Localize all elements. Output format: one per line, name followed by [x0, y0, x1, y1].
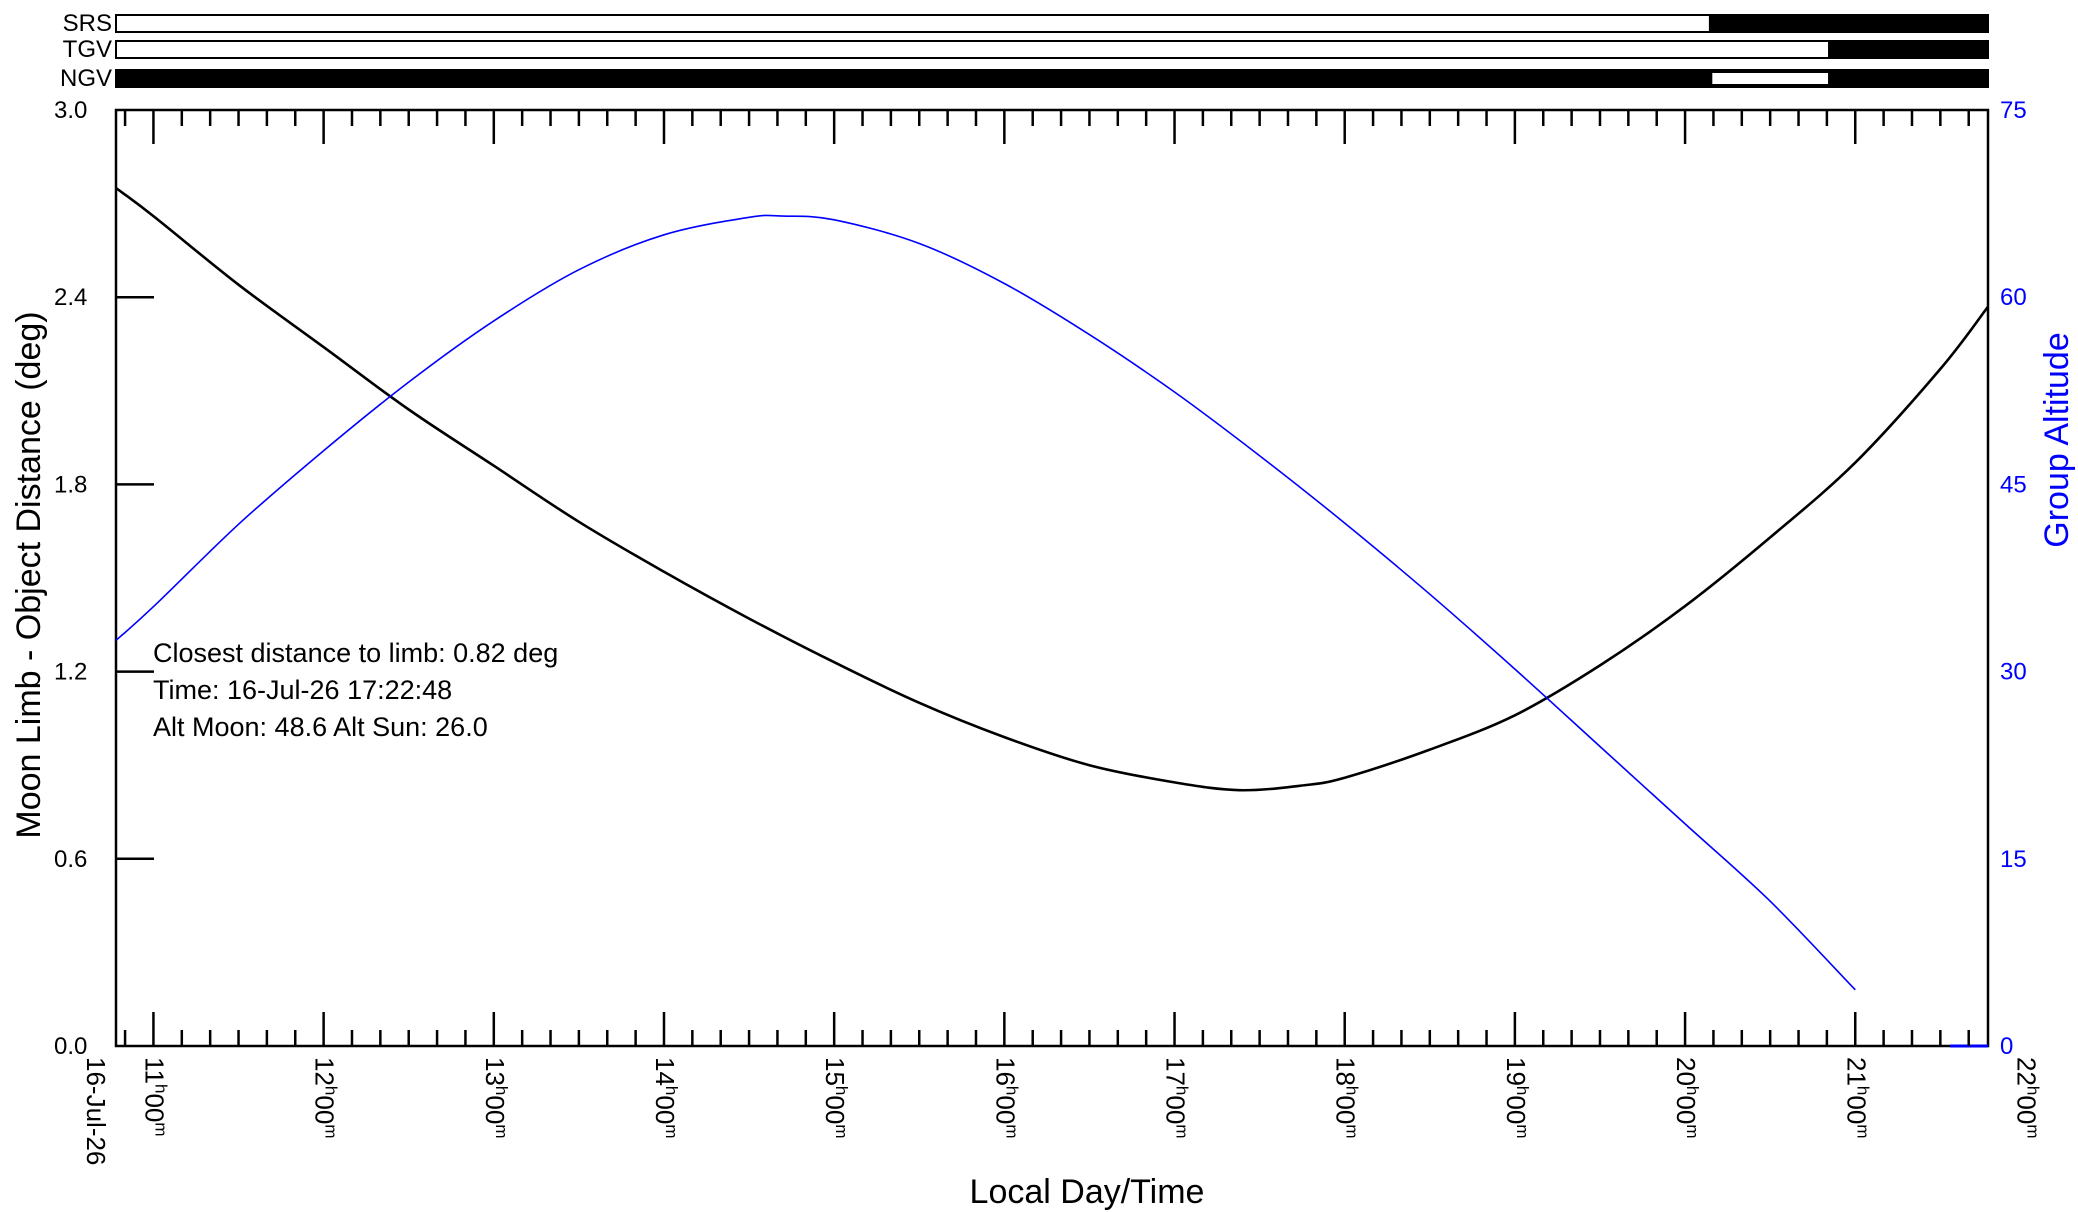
- y-axis-left-title: Moon Limb - Object Distance (deg): [10, 311, 48, 838]
- x-tick-label: 18h00m: [1331, 1057, 1362, 1138]
- left-tick-label: 1.8: [54, 471, 87, 498]
- band-base: [115, 69, 1989, 88]
- band-label: TGV: [63, 36, 112, 63]
- band-label: NGV: [60, 65, 112, 92]
- x-tick-label: 14h00m: [650, 1057, 681, 1138]
- band-tgv: TGV: [63, 36, 1989, 63]
- x-axis: 11h00m 12h00m 13h00m 14h00m 15h00m 16h00m 17h0…: [123, 110, 2042, 1138]
- left-tick-label: 0.0: [54, 1033, 87, 1060]
- x-tick-label: 17h00m: [1161, 1057, 1192, 1138]
- x-tick-label: 11h00m: [139, 1057, 170, 1137]
- date-label: 16-Jul-26: [81, 1057, 111, 1165]
- left-tick-label: 0.6: [54, 846, 87, 873]
- right-axis: 0 15 30 45 60 75: [1950, 97, 2027, 1060]
- x-tick-label: 20h00m: [1671, 1057, 1702, 1138]
- band-ngv: NGV: [60, 65, 1989, 92]
- plot-border: [114, 108, 1990, 1048]
- plot-frame: [114, 108, 1990, 1048]
- right-tick-label: 60: [2000, 284, 2027, 311]
- band-unobservable: [1828, 41, 1988, 58]
- right-tick-label: 75: [2000, 97, 2027, 124]
- x-tick-label: 19h00m: [1501, 1057, 1532, 1138]
- x-tick-label: 22h00m: [2011, 1057, 2042, 1138]
- moon-limb-distance-line: [115, 186, 1990, 792]
- annotation-line: Closest distance to limb: 0.82 deg: [153, 638, 558, 668]
- annotation-box: Closest distance to limb: 0.82 deg Time: …: [153, 638, 558, 742]
- group-altitude-line: [115, 214, 1856, 991]
- right-tick-label: 15: [2000, 846, 2027, 873]
- series-group: [115, 186, 1990, 991]
- x-tick-label: 16h00m: [990, 1057, 1021, 1138]
- band-label: SRS: [63, 10, 112, 37]
- annotation-line: Alt Moon: 48.6 Alt Sun: 26.0: [153, 712, 488, 742]
- right-tick-label: 30: [2000, 659, 2027, 686]
- x-tick-label: 15h00m: [820, 1057, 851, 1138]
- band-srs: SRS: [63, 10, 1989, 37]
- annotation-line: Time: 16-Jul-26 17:22:48: [153, 675, 452, 705]
- x-tick-label: 21h00m: [1841, 1057, 1872, 1138]
- right-tick-label: 0: [2000, 1033, 2013, 1060]
- y-axis-right-title: Group Altitude: [2038, 332, 2076, 547]
- band-unobservable: [1708, 15, 1988, 32]
- x-tick-label: 13h00m: [480, 1057, 511, 1138]
- x-tick-label: 12h00m: [310, 1057, 341, 1138]
- left-tick-label: 1.2: [54, 659, 87, 686]
- left-axis: 0.0 0.6 1.2 1.8 2.4 3.0: [54, 97, 154, 1060]
- band-base: [115, 40, 1989, 59]
- band-base: [115, 14, 1989, 33]
- x-axis-title: Local Day/Time: [970, 1173, 1205, 1211]
- left-tick-label: 3.0: [54, 97, 87, 124]
- band-observable: [1712, 73, 1829, 84]
- right-tick-label: 45: [2000, 471, 2027, 498]
- left-tick-label: 2.4: [54, 284, 87, 311]
